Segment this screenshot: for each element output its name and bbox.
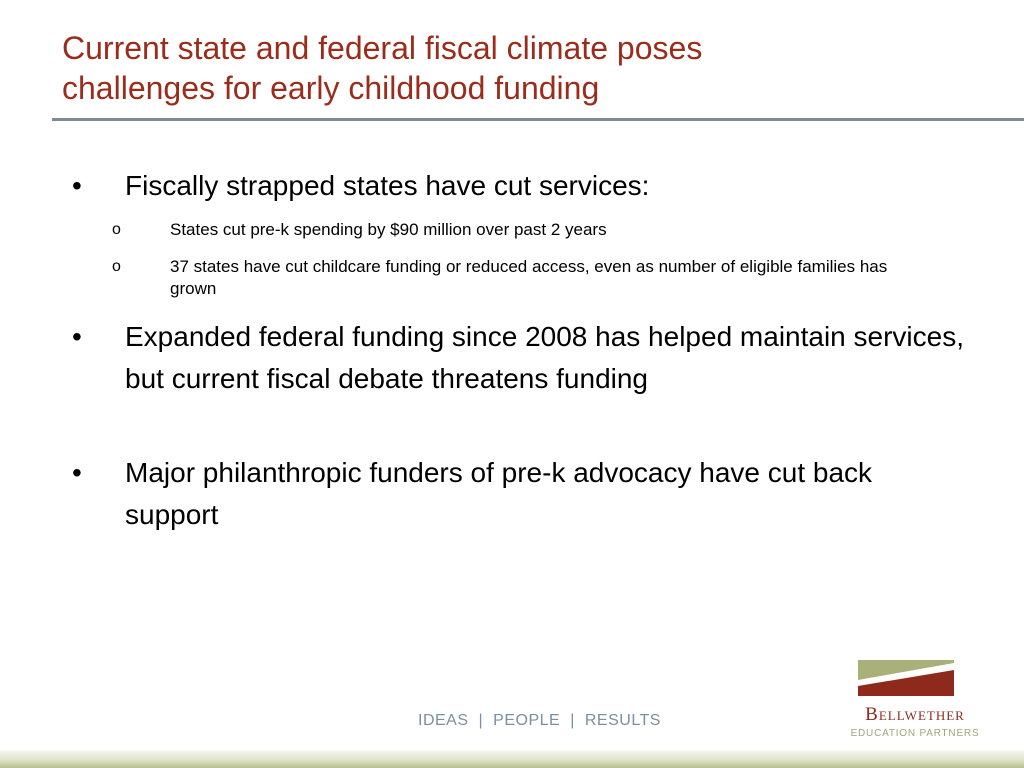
bullet-text: Expanded federal funding since 2008 has … (125, 316, 965, 400)
title-divider (52, 118, 1024, 121)
title-line-2: challenges for early childhood funding (62, 68, 962, 108)
title-line-1: Current state and federal fiscal climate… (62, 28, 962, 68)
footer-word: IDEAS (418, 712, 469, 729)
logo-mark-icon (858, 660, 972, 700)
bullet-marker: • (72, 165, 82, 207)
bellwether-logo: Bellwether EDUCATION PARTNERS (840, 660, 990, 742)
bullet-marker: • (72, 452, 82, 494)
footer-word: PEOPLE (493, 712, 560, 729)
bullet-text: Major philanthropic funders of pre-k adv… (125, 452, 965, 536)
bullet-marker: • (72, 316, 82, 358)
footer-separator: | (479, 712, 484, 729)
sub-bullet-marker: o (112, 219, 121, 241)
bottom-band (0, 750, 1024, 768)
logo-tagline: EDUCATION PARTNERS (840, 728, 990, 739)
slide-title: Current state and federal fiscal climate… (62, 28, 962, 108)
sub-bullet-marker: o (112, 256, 121, 278)
bullet-text: Fiscally strapped states have cut servic… (125, 165, 965, 207)
footer-word: RESULTS (585, 712, 661, 729)
footer-tagline: IDEAS | PEOPLE | RESULTS (418, 712, 661, 730)
footer-separator: | (570, 712, 575, 729)
sub-bullet-text: 37 states have cut childcare funding or … (170, 256, 930, 300)
sub-bullet-text: States cut pre-k spending by $90 million… (170, 219, 930, 241)
logo-name: Bellwether (840, 704, 990, 726)
